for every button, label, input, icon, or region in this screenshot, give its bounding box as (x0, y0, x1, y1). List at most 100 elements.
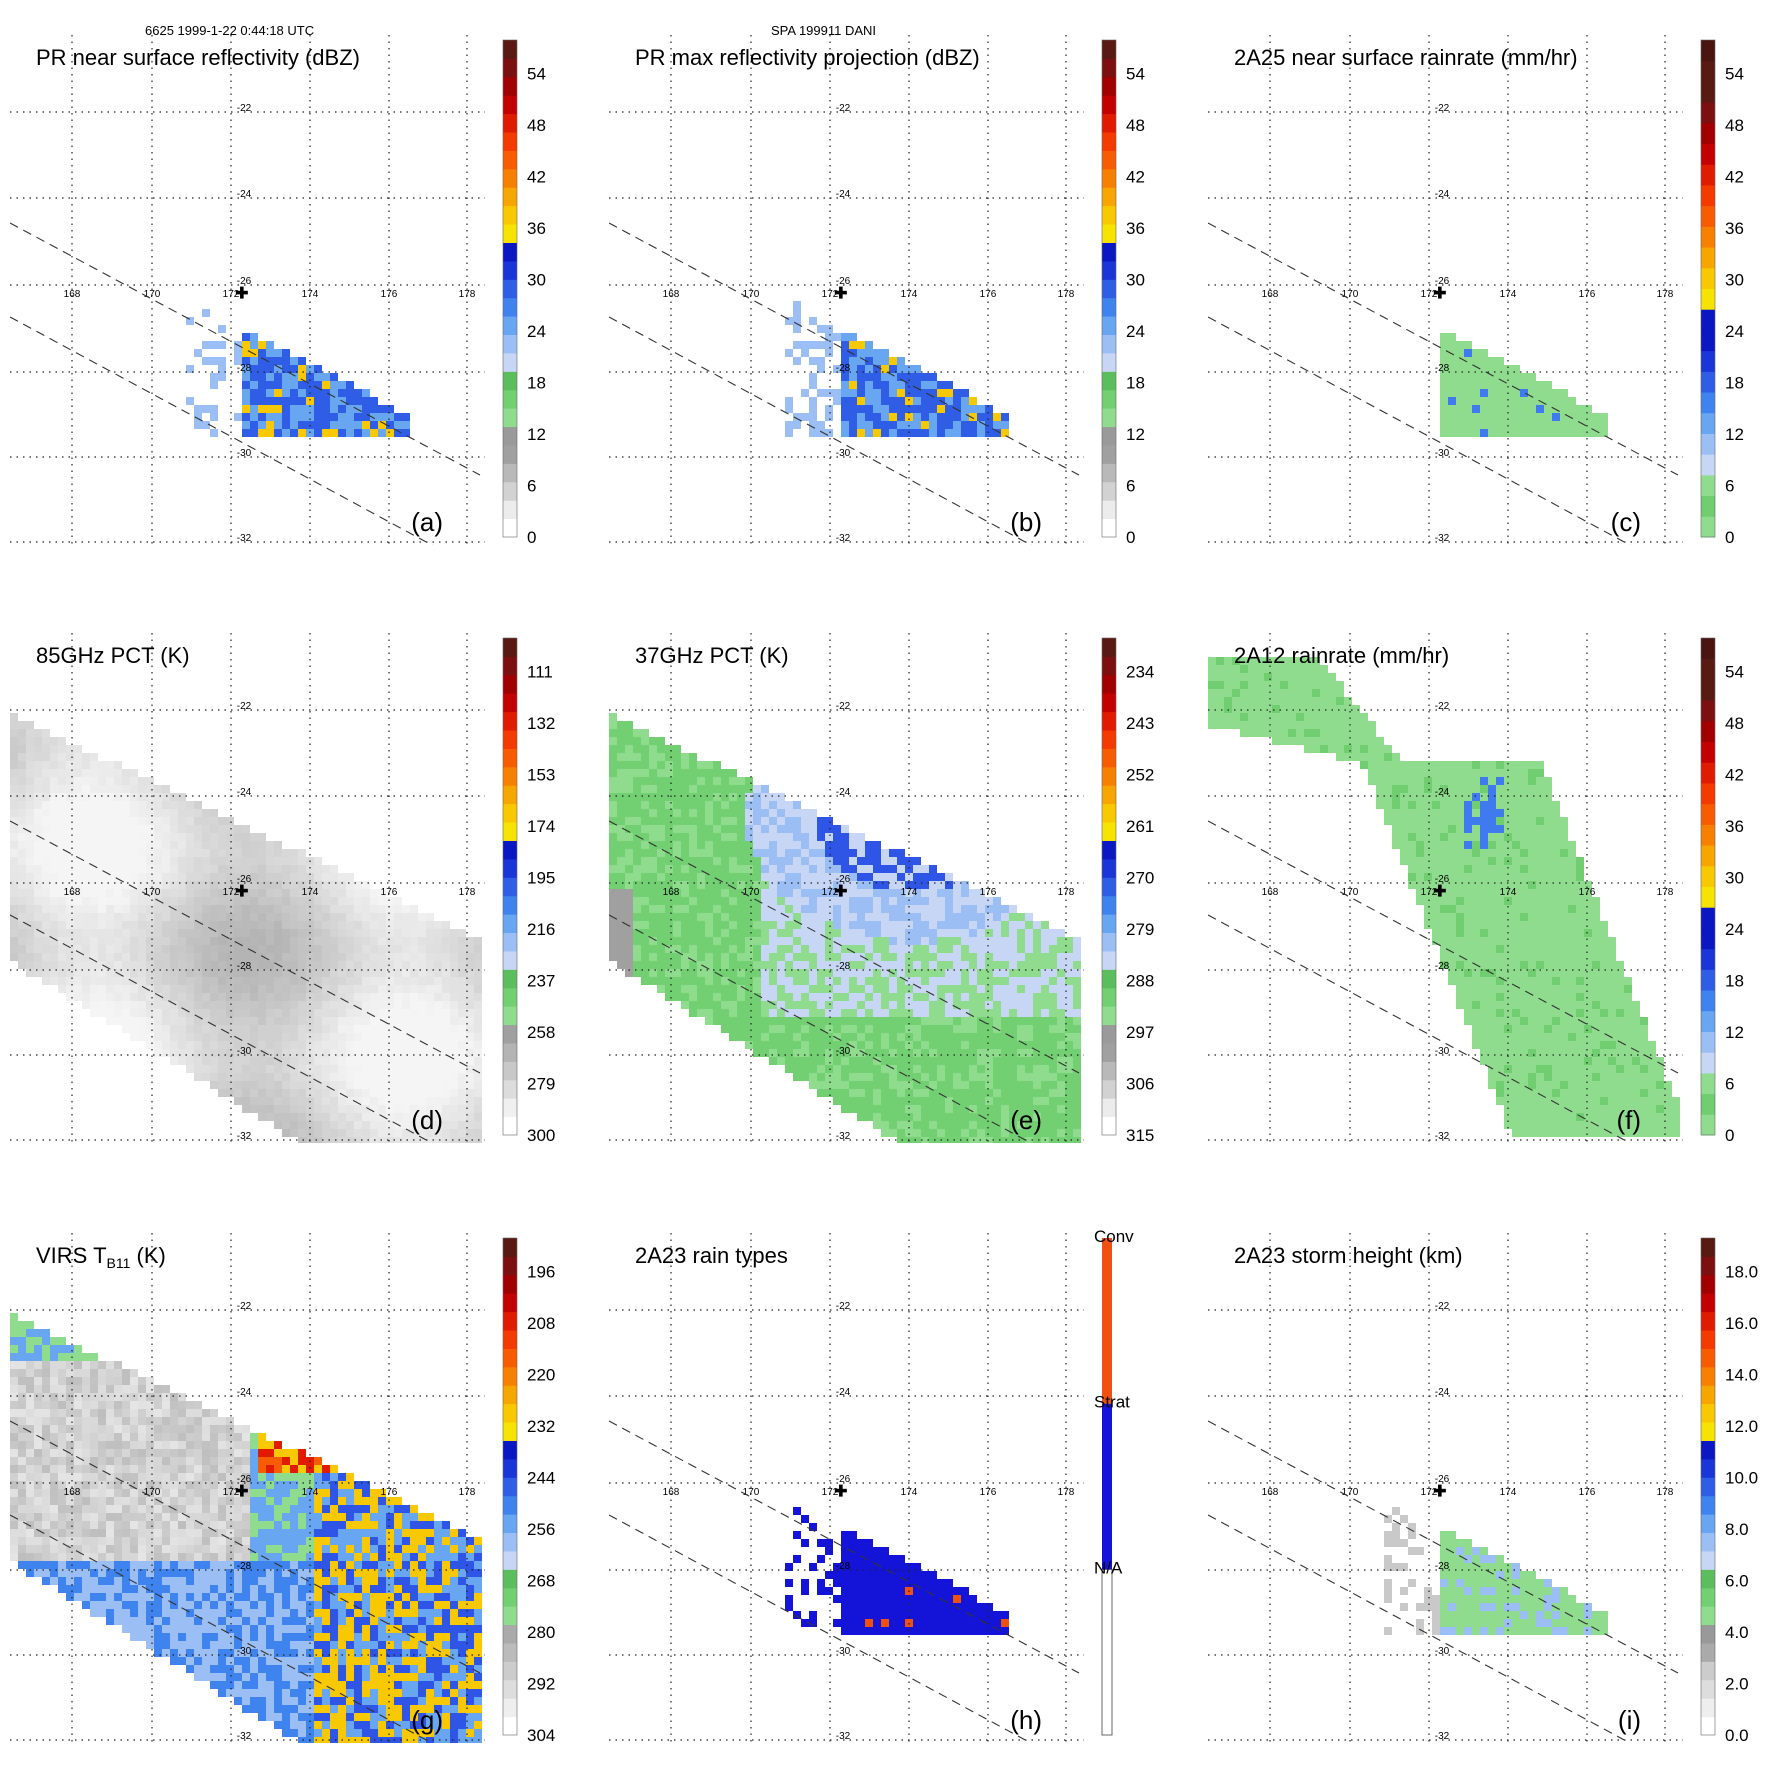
colorbar-segment (1701, 247, 1715, 269)
longitude-label: 172 (822, 1487, 839, 1498)
colorbar-tick-label: 4.0 (1725, 1623, 1749, 1642)
colorbar-segment (1701, 1495, 1715, 1515)
colorbar-segment (1701, 1698, 1715, 1718)
colorbar-tick-label: 6.0 (1725, 1572, 1749, 1591)
longitude-label: 172 (223, 887, 240, 898)
colorbar-segment (1701, 782, 1715, 805)
colorbar-segment (503, 224, 517, 243)
colorbar-segment (1102, 95, 1116, 115)
colorbar-segment (503, 1550, 517, 1570)
colorbar-segment (1701, 1403, 1715, 1423)
panel-title: 2A12 rainrate (mm/hr) (1234, 643, 1449, 668)
colorbar-segment (503, 1024, 517, 1044)
colorbar-segment (1102, 168, 1116, 188)
colorbar-tick-label: 0 (1725, 1126, 1734, 1145)
field-pixels (1440, 333, 1608, 437)
colorbar-segment (503, 1642, 517, 1662)
latitude-label: -28 (836, 1561, 851, 1572)
colorbar-segment (1701, 1274, 1715, 1294)
colorbar-segment (1102, 1061, 1116, 1081)
colorbar-segment (1102, 950, 1116, 970)
map-panel-f: 168 170 172 174 176 178 -22 -24 -26 -28 -30 -32 2A12… (1208, 633, 1744, 1145)
colorbar-segment (503, 693, 517, 713)
longitude-label: 176 (980, 289, 997, 300)
colorbar-segment (503, 518, 517, 538)
colorbar-segment (503, 656, 517, 676)
colorbar-segment (1701, 433, 1715, 455)
colorbar: 0.0 2.0 4.0 6.0 8.0 10.0 12.0 14.0 16.0 18.0 (1700, 1237, 1758, 1745)
latitude-label: -26 (836, 874, 851, 885)
map-area: 168 170 172 174 176 178 -22 -24 -26 -28 -30 -32 (1208, 35, 1683, 545)
storm-center-marker (1433, 1484, 1446, 1497)
colorbar-tick-label: 232 (527, 1417, 555, 1436)
longitude-label: 176 (980, 1487, 997, 1498)
storm-center-marker (834, 1484, 847, 1497)
latitude-label: -26 (237, 1474, 252, 1485)
colorbar-segment (503, 168, 517, 188)
colorbar-tick-label: 54 (1126, 65, 1145, 84)
latitude-label: -28 (1435, 1561, 1450, 1572)
colorbar-segment (1701, 1031, 1715, 1053)
colorbar-segment (1701, 1569, 1715, 1589)
colorbar-tick-label: 297 (1126, 1023, 1154, 1042)
colorbar-segment (503, 1348, 517, 1368)
colorbar-tick-label: 24 (1126, 322, 1145, 341)
map-area: 168 170 172 174 176 178 -22 -24 -26 -28 -30 -32 (1208, 1233, 1683, 1743)
colorbar-tick-label: 42 (527, 168, 546, 187)
latitude-label: -30 (237, 448, 252, 459)
colorbar-segment (1102, 334, 1116, 354)
longitude-label: 172 (1421, 887, 1438, 898)
colorbar-segment (1701, 1238, 1715, 1257)
colorbar-segment (1701, 1532, 1715, 1552)
colorbar-segment (1701, 205, 1715, 227)
latitude-label: -22 (836, 701, 851, 712)
colorbar-segment (1701, 40, 1715, 62)
colorbar-segment (503, 1716, 517, 1736)
colorbar-tick-label: 54 (527, 65, 546, 84)
colorbar-tick-label: 234 (1126, 663, 1154, 682)
latitude-label: -28 (1435, 961, 1450, 972)
colorbar-segment (1102, 389, 1116, 409)
longitude-label: 174 (302, 1487, 319, 1498)
colorbar-segment (1701, 60, 1715, 82)
colorbar-segment (503, 766, 517, 786)
latitude-label: -24 (237, 787, 252, 798)
longitude-label: 178 (1058, 887, 1075, 898)
colorbar-tick-label: 6 (1725, 1075, 1734, 1094)
colorbar-segment (1102, 638, 1116, 657)
colorbar-segment (1701, 309, 1715, 331)
colorbar-segment (503, 1569, 517, 1589)
latitude-label: -30 (836, 448, 851, 459)
panel-title: 2A23 rain types (635, 1243, 788, 1268)
colorbar-segment (1102, 656, 1116, 676)
colorbar-tick-label: 42 (1725, 168, 1744, 187)
latitude-label: -30 (1435, 1646, 1450, 1657)
colorbar-segment (503, 1458, 517, 1478)
colorbar-segment (503, 426, 517, 446)
panel-title: 2A25 near surface rainrate (mm/hr) (1234, 45, 1578, 70)
colorbar-tick-label: 174 (527, 817, 555, 836)
colorbar-segment (503, 132, 517, 151)
colorbar-segment (503, 1624, 517, 1644)
graticule: 168 170 172 174 176 178 -22 -24 -26 -28 -30 -32 (609, 35, 1084, 545)
colorbar-tick-label: 36 (1126, 219, 1145, 238)
panel-letter: (b) (1010, 507, 1042, 537)
colorbar-segment (503, 113, 517, 133)
colorbar-segment (1701, 1072, 1715, 1095)
colorbar-tick-label: 315 (1126, 1126, 1154, 1145)
latitude-label: -24 (836, 1387, 851, 1398)
colorbar-segment (1701, 658, 1715, 680)
colorbar: 0 6 12 18 24 30 36 42 48 54 (1101, 39, 1145, 547)
map-area: 168 170 172 174 176 178 -22 -24 -26 -28 -30 -32 (609, 1233, 1084, 1743)
storm-center-marker (235, 1484, 248, 1497)
colorbar-tick-label: 30 (1725, 869, 1744, 888)
longitude-label: 176 (1579, 289, 1596, 300)
colorbar-segment (1102, 969, 1116, 989)
colorbar-segment (503, 914, 517, 934)
colorbar-segment (1102, 444, 1116, 464)
colorbar-tick-label: 300 (527, 1126, 555, 1145)
colorbar-segment (503, 1606, 517, 1626)
colorbar-segment (1701, 1624, 1715, 1644)
graticule: 168 170 172 174 176 178 -22 -24 -26 -28 -30 -32 (1208, 35, 1683, 545)
colorbar-segment (1701, 1385, 1715, 1405)
